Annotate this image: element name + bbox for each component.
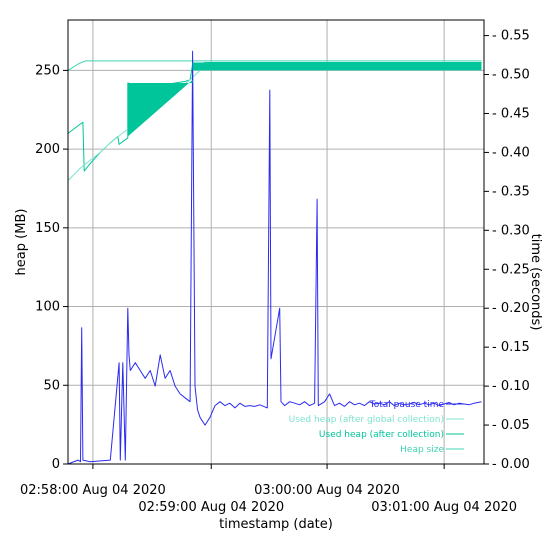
heap-collection-band-early (127, 79, 193, 137)
right-tick-label: - 0.35 (492, 184, 530, 199)
x-tick-label: 03:00:00 Aug 04 2020 (254, 483, 400, 498)
left-tick-label: 200 (35, 142, 60, 157)
right-axis: - 0.00 - 0.05 - 0.10 - 0.15 - 0.20 - 0.25 - 0.… (484, 29, 530, 472)
right-tick-label: - 0.55 (492, 29, 530, 44)
legend-label-1: Used heap (after global collection) (289, 415, 444, 425)
x-tick-label: 02:58:00 Aug 04 2020 (20, 483, 166, 498)
x-tick-label: 02:59:00 Aug 04 2020 (138, 500, 284, 515)
right-tick-label: - 0.15 (492, 340, 530, 355)
series-line-0 (67, 50, 482, 465)
left-tick-label: 100 (35, 300, 60, 315)
right-tick-label: - 0.50 (492, 68, 530, 83)
right-tick-label: - 0.25 (492, 262, 530, 277)
left-axis: 0 50 100 150 200 250 (35, 63, 68, 472)
x-tick-label: 03:01:00 Aug 04 2020 (371, 500, 517, 515)
right-tick-label: - 0.45 (492, 106, 530, 121)
legend-label-0: Total pause time (369, 400, 445, 410)
series-layer (67, 50, 482, 465)
heap-collection-band-late (192, 62, 482, 71)
legend: Total pause time Used heap (after global … (289, 400, 464, 455)
left-tick-label: 250 (35, 63, 60, 78)
plot-frame (67, 19, 485, 465)
legend-label-3: Heap size (400, 445, 444, 455)
right-tick-label: - 0.20 (492, 301, 530, 316)
left-tick-label: 150 (35, 221, 60, 236)
legend-label-2: Used heap (after collection) (319, 430, 444, 440)
right-tick-label: - 0.00 (492, 457, 530, 472)
right-tick-label: - 0.40 (492, 145, 530, 160)
y-axis-right-label: time (seconds) (528, 234, 543, 331)
right-tick-label: - 0.10 (492, 379, 530, 394)
left-tick-label: 0 (52, 457, 60, 472)
right-tick-label: - 0.05 (492, 418, 530, 433)
series-line-3 (67, 60, 482, 71)
y-axis-left-label: heap (MB) (14, 209, 29, 276)
right-tick-label: - 0.30 (492, 223, 530, 238)
x-axis-label: timestamp (date) (219, 517, 333, 532)
x-axis: 02:58:00 Aug 04 2020 02:59:00 Aug 04 2020… (20, 464, 517, 515)
left-tick-label: 50 (43, 378, 60, 393)
